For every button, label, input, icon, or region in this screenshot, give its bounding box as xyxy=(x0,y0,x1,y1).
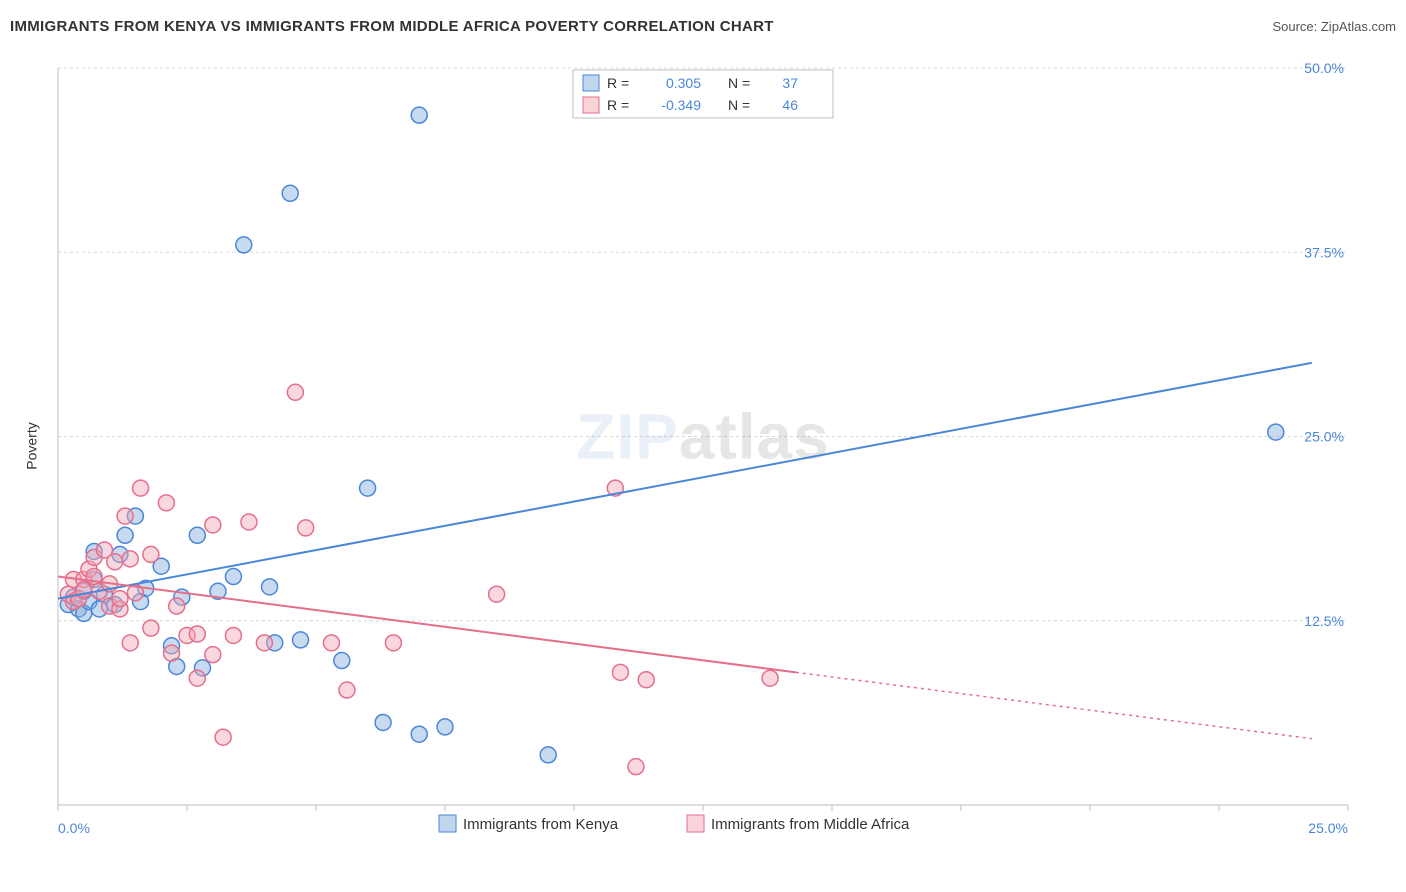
scatter-chart-svg: ZIPatlas 12.5% 25.0% 37.5% 50.0% 0.0% 25.0% R =… xyxy=(48,60,1358,840)
scatter-point xyxy=(762,670,778,686)
legend-swatch xyxy=(439,815,456,832)
scatter-point xyxy=(122,551,138,567)
scatter-point xyxy=(262,579,278,595)
stats-r-label: R = xyxy=(607,97,629,113)
y-tick-label: 37.5% xyxy=(1304,244,1344,260)
y-tick-label: 25.0% xyxy=(1304,429,1344,445)
scatter-point xyxy=(256,635,272,651)
trend-line xyxy=(58,363,1312,599)
watermark: ZIPatlas xyxy=(576,401,829,473)
scatter-point xyxy=(117,527,133,543)
scatter-point xyxy=(293,632,309,648)
scatter-point xyxy=(112,591,128,607)
scatter-point xyxy=(164,645,180,661)
x-tick-label: 25.0% xyxy=(1308,820,1348,836)
scatter-point xyxy=(189,670,205,686)
stats-n-label: N = xyxy=(728,97,750,113)
scatter-point xyxy=(189,527,205,543)
stats-n-label: N = xyxy=(728,75,750,91)
scatter-point xyxy=(540,747,556,763)
scatter-point xyxy=(282,185,298,201)
scatter-point xyxy=(385,635,401,651)
scatter-point xyxy=(375,714,391,730)
scatter-point xyxy=(298,520,314,536)
scatter-point xyxy=(122,635,138,651)
scatter-point xyxy=(158,495,174,511)
scatter-point xyxy=(169,598,185,614)
legend-swatch xyxy=(687,815,704,832)
y-tick-label: 50.0% xyxy=(1304,60,1344,76)
scatter-point xyxy=(225,569,241,585)
legend-label: Immigrants from Middle Africa xyxy=(711,816,910,833)
stats-r-label: R = xyxy=(607,75,629,91)
scatter-point xyxy=(339,682,355,698)
y-axis-label: Poverty xyxy=(24,422,40,469)
scatter-point xyxy=(133,480,149,496)
stats-n-value: 46 xyxy=(782,97,798,113)
scatter-point xyxy=(1268,424,1284,440)
scatter-point xyxy=(143,546,159,562)
source-attribution: Source: ZipAtlas.com xyxy=(1272,19,1396,34)
scatter-point xyxy=(489,586,505,602)
scatter-point xyxy=(334,653,350,669)
scatter-point xyxy=(323,635,339,651)
scatter-point xyxy=(189,626,205,642)
scatter-point xyxy=(437,719,453,735)
scatter-point xyxy=(215,729,231,745)
scatter-point xyxy=(225,627,241,643)
stats-n-value: 37 xyxy=(782,75,798,91)
scatter-point xyxy=(612,664,628,680)
stats-r-value: 0.305 xyxy=(666,75,701,91)
plot-area: ZIPatlas 12.5% 25.0% 37.5% 50.0% 0.0% 25.0% R =… xyxy=(48,60,1358,840)
chart-title: IMMIGRANTS FROM KENYA VS IMMIGRANTS FROM… xyxy=(10,18,774,35)
legend-label: Immigrants from Kenya xyxy=(463,816,619,833)
scatter-point xyxy=(638,672,654,688)
title-bar: IMMIGRANTS FROM KENYA VS IMMIGRANTS FROM… xyxy=(10,14,1396,38)
stats-r-value: -0.349 xyxy=(661,97,701,113)
trend-line-extrapolated xyxy=(796,672,1312,738)
scatter-point xyxy=(241,514,257,530)
scatter-point xyxy=(205,647,221,663)
stats-swatch xyxy=(583,75,599,91)
scatter-point xyxy=(628,759,644,775)
scatter-point xyxy=(205,517,221,533)
y-tick-label: 12.5% xyxy=(1304,613,1344,629)
scatter-point xyxy=(360,480,376,496)
scatter-point xyxy=(143,620,159,636)
scatter-point xyxy=(107,554,123,570)
scatter-point xyxy=(287,384,303,400)
scatter-point xyxy=(411,726,427,742)
scatter-point xyxy=(117,508,133,524)
x-tick-label: 0.0% xyxy=(58,820,90,836)
scatter-point xyxy=(236,237,252,253)
stats-swatch xyxy=(583,97,599,113)
scatter-point xyxy=(411,107,427,123)
chart-root: IMMIGRANTS FROM KENYA VS IMMIGRANTS FROM… xyxy=(0,0,1406,892)
